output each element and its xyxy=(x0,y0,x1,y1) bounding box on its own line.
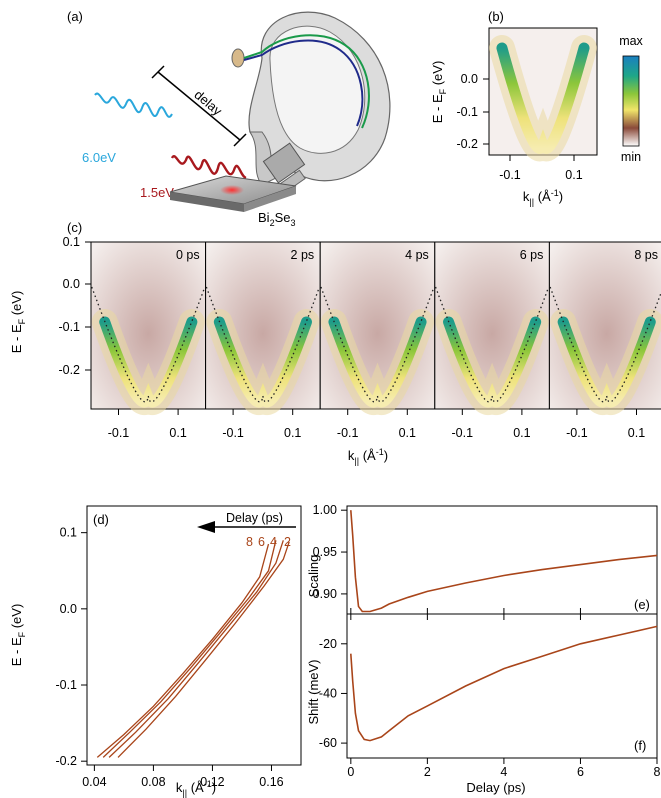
y-tick: 1.00 xyxy=(313,503,337,517)
x-tick-b: -0.1 xyxy=(499,168,521,182)
panel-f-label: (f) xyxy=(634,738,646,753)
y-axis-label-e: Scaling xyxy=(306,555,321,598)
x-tick-c: 0.1 xyxy=(284,426,301,440)
x-tick-c: 0.1 xyxy=(628,426,645,440)
y-tick: -40 xyxy=(319,686,337,700)
y-axis-c: 0.1 0.0 -0.1 -0.2 E - EF (eV) xyxy=(9,235,91,377)
colorbar-max-label: max xyxy=(619,34,643,48)
y-tick-d: 0.0 xyxy=(60,602,77,616)
x-tick-c: -0.1 xyxy=(222,426,244,440)
x-tick-f: 6 xyxy=(577,765,584,779)
pump-energy-label: 1.5eV xyxy=(140,185,174,200)
x-tick-d: 0.16 xyxy=(259,775,283,789)
sample-label: Bi2Se3 xyxy=(258,210,296,228)
y-tick-b: -0.1 xyxy=(456,105,478,119)
x-tick-c: -0.1 xyxy=(337,426,359,440)
legend-d: 8642 xyxy=(246,535,291,549)
y-axis-b: 0.0 -0.1 -0.2 E - EF (eV) xyxy=(430,61,489,151)
arpes-map-c: 0 ps xyxy=(91,242,206,409)
delay-label: 6 ps xyxy=(520,248,544,262)
delay-label: 2 ps xyxy=(291,248,315,262)
x-axis-label-d: k|| (Å-1) xyxy=(176,779,216,798)
delay-label: 4 ps xyxy=(405,248,429,262)
legend-number: 6 xyxy=(258,535,265,549)
x-tick-c: -0.1 xyxy=(566,426,588,440)
x-tick-f: 0 xyxy=(347,765,354,779)
panel-e-label: (e) xyxy=(634,597,650,612)
plot-frame-ef xyxy=(347,506,657,758)
probe-wave-icon xyxy=(95,94,172,117)
delay-arrow: delay xyxy=(152,66,246,146)
series-d xyxy=(97,540,289,757)
y-tick-d: -0.1 xyxy=(55,678,77,692)
x-tick-c: -0.1 xyxy=(452,426,474,440)
panel-c-label: (c) xyxy=(67,220,82,235)
colorbar-min-label: min xyxy=(621,150,641,164)
x-axis-label-b: k|| (Å-1) xyxy=(523,188,563,207)
x-tick-c: -0.1 xyxy=(108,426,130,440)
panel-b: (b) 0.0 -0.1 -0.2 E - EF (eV) -0.1 0.1 k… xyxy=(430,9,644,207)
delay-label: 0 ps xyxy=(176,248,200,262)
axes-d: 0.10.0-0.1-0.20.04 0.08 0.12 0.16 xyxy=(55,526,283,789)
arpes-maps-c: 0 ps 2 ps 4 ps 6 ps 8 ps xyxy=(91,242,661,409)
panel-b-label: (b) xyxy=(488,9,504,24)
y-tick: -60 xyxy=(319,736,337,750)
y-tick-c: -0.1 xyxy=(58,320,80,334)
x-tick-f: 8 xyxy=(654,765,661,779)
y-tick-b: -0.2 xyxy=(456,137,478,151)
y-tick-b: 0.0 xyxy=(461,72,478,86)
y-tick-c: 0.0 xyxy=(63,277,80,291)
axes-ef: 1.00 0.95 0.90 -20 -40 -60 0 2 4 6 8 xyxy=(313,503,661,779)
panel-d: (d) 0.1 0.0 -0.1 -0.2 0.04 0.08 0.12 0.16 E - E… xyxy=(9,506,301,798)
legend-number: 2 xyxy=(284,535,291,549)
x-axis-label-c: k|| (Å-1) xyxy=(348,447,388,466)
scaling-line xyxy=(351,510,657,611)
shift-line xyxy=(351,626,657,740)
panel-c: (c) 0 ps 2 ps 4 ps 6 ps 8 ps 0.1 0.0 -0.1 -0… xyxy=(9,220,661,466)
x-tick-c: 0.1 xyxy=(399,426,416,440)
arpes-map-c: 8 ps xyxy=(549,242,661,409)
y-axis-label-d: E - EF (eV) xyxy=(9,604,27,667)
delay-annotation: Delay (ps) xyxy=(226,511,283,525)
y-tick-c: 0.1 xyxy=(63,235,80,249)
probe-energy-label: 6.0eV xyxy=(82,150,116,165)
y-axis-label-f: Shift (meV) xyxy=(306,659,321,724)
legend-number: 4 xyxy=(270,535,277,549)
dispersion-line xyxy=(97,544,268,757)
dispersion-line xyxy=(109,540,283,757)
y-tick: -20 xyxy=(319,637,337,651)
y-axis-label-b: E - EF (eV) xyxy=(430,61,448,124)
y-tick-c: -0.2 xyxy=(58,363,80,377)
x-axis-b: -0.1 0.1 k|| (Å-1) xyxy=(499,155,583,207)
y-axis-label-c: E - EF (eV) xyxy=(9,291,27,354)
x-tick-c: 0.1 xyxy=(169,426,186,440)
analyzer-icon xyxy=(232,12,390,196)
delay-label: 8 ps xyxy=(634,248,658,262)
legend-number: 8 xyxy=(246,535,253,549)
x-tick-d: 0.08 xyxy=(141,775,165,789)
arpes-map-c: 6 ps xyxy=(435,242,550,409)
x-tick-b: 0.1 xyxy=(565,168,582,182)
x-tick-f: 4 xyxy=(500,765,507,779)
arpes-map-c: 4 ps xyxy=(320,242,435,409)
x-tick-d: 0.04 xyxy=(82,775,106,789)
colorbar: max min xyxy=(619,34,643,164)
x-tick-c: 0.1 xyxy=(513,426,530,440)
series-ef xyxy=(351,510,657,740)
pump-wave-icon xyxy=(172,156,246,178)
y-tick-d: 0.1 xyxy=(60,526,77,540)
panel-a-label: (a) xyxy=(67,9,83,24)
arpes-map-c: 2 ps xyxy=(206,242,321,409)
y-tick-d: -0.2 xyxy=(55,754,77,768)
x-tick-f: 2 xyxy=(424,765,431,779)
x-axis-label-f: Delay (ps) xyxy=(466,780,525,795)
panel-a: (a) delay 6.0eV 1.5eV xyxy=(67,9,390,228)
panel-ef: (e) (f) 1.00 0.95 0.90 -20 -40 -60 0 2 4 6 8 Scali… xyxy=(306,503,661,795)
dispersion-line xyxy=(103,540,276,757)
panel-d-label: (d) xyxy=(93,512,109,527)
